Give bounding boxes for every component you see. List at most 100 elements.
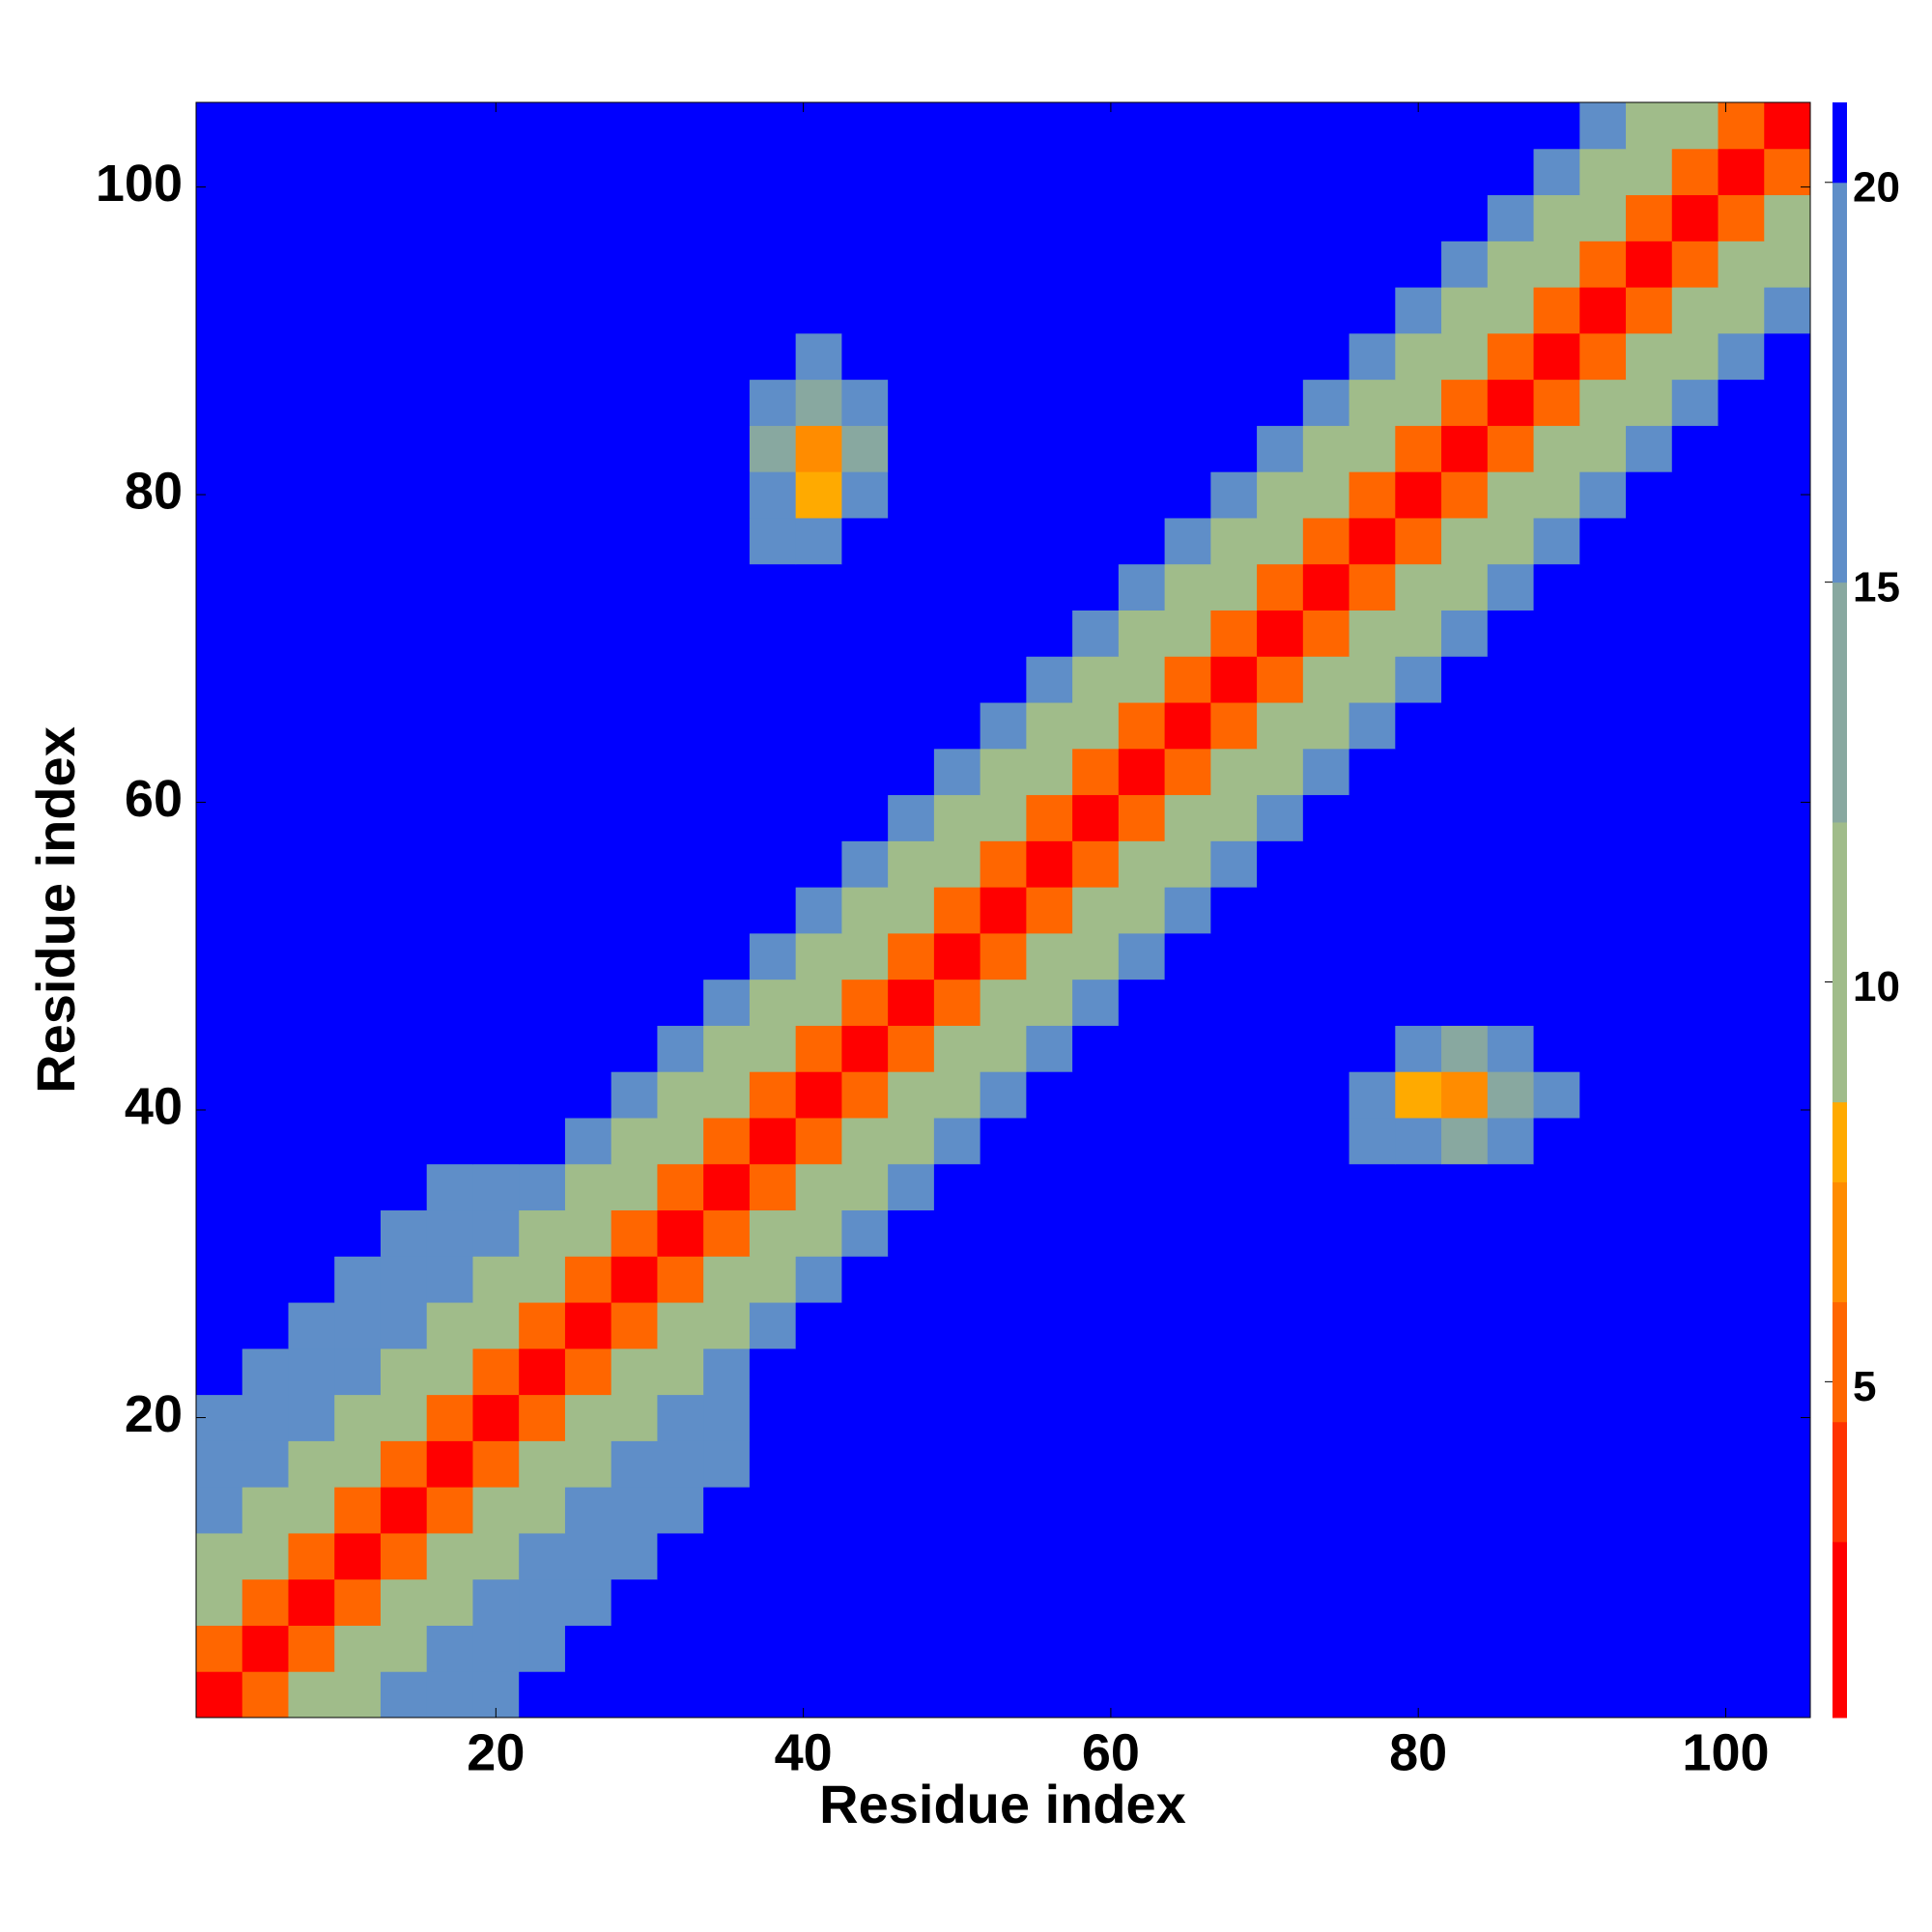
heat-cell xyxy=(1626,1025,1673,1072)
heat-cell xyxy=(288,1117,335,1165)
heat-cell xyxy=(749,656,797,703)
heat-cell xyxy=(1349,287,1396,334)
heat-cell xyxy=(196,1163,243,1211)
heat-cell xyxy=(657,425,704,472)
heat-cell xyxy=(519,148,566,196)
heat-cell xyxy=(380,702,428,750)
heat-cell xyxy=(426,1671,473,1719)
heat-cell xyxy=(334,1025,382,1072)
heat-cell xyxy=(472,656,520,703)
heat-cell xyxy=(1302,194,1350,242)
heat-cell xyxy=(519,1348,566,1396)
heat-cell xyxy=(472,748,520,796)
heat-cell xyxy=(334,1625,382,1672)
heat-cell xyxy=(841,287,889,334)
heat-cell xyxy=(426,1117,473,1165)
heat-cell xyxy=(1626,332,1673,381)
heat-cell xyxy=(1764,1671,1811,1719)
heat-cell xyxy=(196,1671,243,1719)
heat-cell xyxy=(564,979,612,1026)
heat-cell xyxy=(1257,148,1304,196)
plot-frame xyxy=(195,101,1811,1719)
heat-cell xyxy=(426,1440,473,1488)
heat-cell xyxy=(1718,1394,1765,1441)
heat-cell xyxy=(472,1394,520,1441)
heat-cell xyxy=(1349,379,1396,426)
heat-cell xyxy=(1579,379,1627,426)
heat-cell xyxy=(1164,887,1211,934)
heat-cell xyxy=(1533,1209,1580,1257)
heat-cell xyxy=(288,656,335,703)
heat-cell xyxy=(426,1302,473,1350)
heat-cell xyxy=(1441,979,1489,1026)
heat-cell xyxy=(611,1163,658,1211)
heat-cell xyxy=(380,332,428,381)
heat-cell xyxy=(1349,102,1396,150)
heat-cell xyxy=(1626,148,1673,196)
heat-cell xyxy=(703,563,751,611)
heat-cell xyxy=(841,1625,889,1672)
heat-cell xyxy=(288,702,335,750)
heat-cell xyxy=(795,1394,842,1441)
heat-cell xyxy=(564,656,612,703)
heat-cell xyxy=(1210,1671,1258,1719)
heat-cell xyxy=(657,1117,704,1165)
heat-cell xyxy=(519,332,566,381)
heat-cell xyxy=(1257,1394,1304,1441)
heat-cell xyxy=(841,241,889,288)
heat-cell xyxy=(1718,379,1765,426)
heat-cell xyxy=(1302,379,1350,426)
heat-cell xyxy=(1257,379,1304,426)
x-tick-label: 100 xyxy=(1682,1723,1769,1781)
heat-cell xyxy=(657,1163,704,1211)
heat-cell xyxy=(472,517,520,565)
heat-cell xyxy=(1626,102,1673,150)
heat-cell xyxy=(1257,932,1304,980)
heat-cell xyxy=(1718,887,1765,934)
heat-cell xyxy=(196,1209,243,1257)
heat-cell xyxy=(980,932,1027,980)
heat-cell xyxy=(196,517,243,565)
heat-cell xyxy=(1072,332,1120,381)
heat-cell xyxy=(1671,1025,1719,1072)
heat-cell xyxy=(1441,1071,1489,1119)
heat-cell xyxy=(795,102,842,150)
heat-cell xyxy=(1302,471,1350,519)
heat-cell xyxy=(472,1071,520,1119)
heat-cell xyxy=(1118,563,1166,611)
heat-cell xyxy=(288,979,335,1026)
heat-cell xyxy=(749,425,797,472)
heat-cell xyxy=(1072,563,1120,611)
heat-cell xyxy=(288,840,335,888)
heat-cell xyxy=(703,1348,751,1396)
heat-cell xyxy=(564,194,612,242)
heat-cell xyxy=(795,748,842,796)
heat-cell xyxy=(841,979,889,1026)
heat-cell xyxy=(426,194,473,242)
x-tick-label: 60 xyxy=(1082,1723,1140,1781)
heat-cell xyxy=(1349,794,1396,841)
heat-cell xyxy=(1626,425,1673,472)
heat-cell xyxy=(1533,887,1580,934)
heat-cell xyxy=(657,1302,704,1350)
heat-cell xyxy=(1579,1440,1627,1488)
heat-cell xyxy=(1118,794,1166,841)
heat-cell xyxy=(1164,1117,1211,1165)
heat-cell xyxy=(1626,1071,1673,1119)
heat-cell xyxy=(1579,794,1627,841)
heat-cell xyxy=(1626,1440,1673,1488)
heat-cell xyxy=(1533,102,1580,150)
heat-cell xyxy=(519,517,566,565)
heat-cell xyxy=(1349,1671,1396,1719)
heat-cell xyxy=(1257,425,1304,472)
heat-cell xyxy=(1579,1578,1627,1626)
heat-cell xyxy=(1164,563,1211,611)
heat-cell xyxy=(888,702,935,750)
heat-cell xyxy=(1671,1625,1719,1672)
heat-cell xyxy=(749,1440,797,1488)
heat-cell xyxy=(1072,1487,1120,1534)
heat-cell xyxy=(426,702,473,750)
heat-cell xyxy=(1441,517,1489,565)
heat-cell xyxy=(1257,1440,1304,1488)
heat-cell xyxy=(519,1302,566,1350)
